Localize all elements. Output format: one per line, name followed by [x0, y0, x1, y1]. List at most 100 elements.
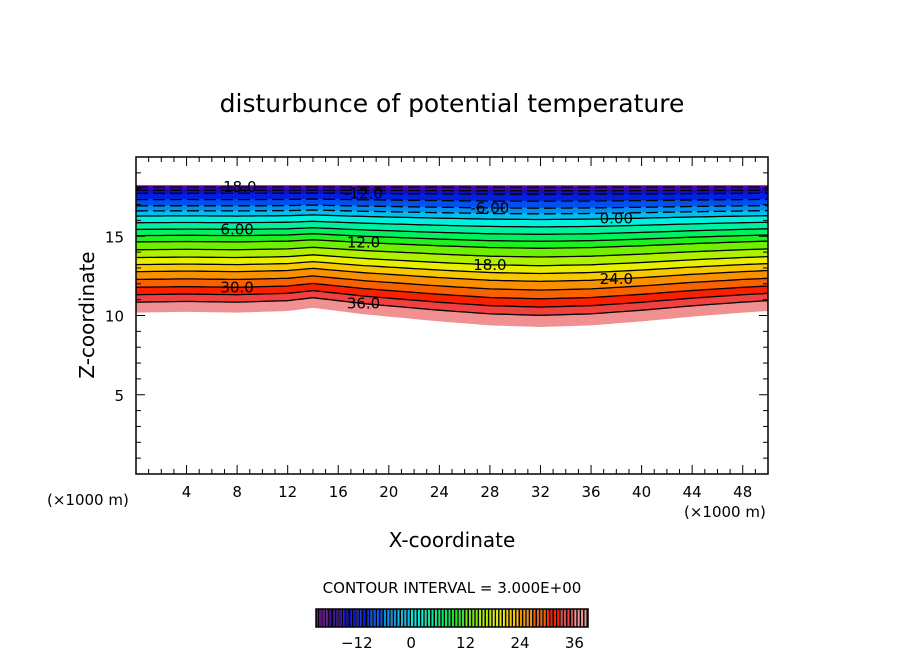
x-tick-label: 44 — [683, 483, 702, 501]
colorbar-swatch — [404, 609, 407, 627]
colorbar-gap — [402, 609, 405, 627]
contour-line — [136, 246, 769, 258]
colorbar-swatch — [319, 609, 322, 627]
colorbar-swatch — [492, 609, 495, 627]
colorbar-swatch — [540, 609, 543, 627]
colorbar-gap — [583, 609, 585, 627]
colorbar-gap — [538, 609, 541, 627]
x-unit-left: (×1000 m) — [47, 491, 129, 509]
contour-line — [135, 282, 769, 300]
colorbar-gap — [396, 609, 398, 627]
colorbar-gap — [579, 609, 582, 627]
colorbar-gap — [351, 609, 354, 627]
colorbar-gap — [532, 609, 534, 627]
colorbar-gap — [566, 609, 568, 627]
colorbar-gap — [508, 609, 510, 627]
colorbar-gap — [521, 609, 524, 627]
colorbar-swatch — [486, 609, 488, 627]
contour-line — [136, 275, 769, 291]
colorbar-swatch — [387, 609, 390, 627]
colorbar-gap — [447, 609, 449, 627]
colorbar-gap — [433, 609, 435, 627]
colorbar-gap — [372, 609, 374, 627]
colorbar-swatch — [363, 609, 366, 627]
contour-labels: -18.0 -12.0 -6.00 0.00 6.00 12.0 18.0 24.0 30.0 3… — [218, 178, 633, 313]
colorbar-swatch — [455, 609, 458, 627]
colorbar-gap — [491, 609, 493, 627]
colorbar-swatch — [554, 609, 556, 627]
contour-line — [136, 204, 769, 209]
colorbar-swatch — [370, 609, 373, 627]
colorbar-swatch — [475, 609, 478, 627]
colorbar-swatch — [418, 609, 420, 627]
colorbar-gap — [338, 609, 340, 627]
colorbar-gap — [535, 609, 537, 627]
colorbar-swatch — [336, 609, 339, 627]
colorbar-swatch — [326, 609, 329, 627]
x-tick-label: 40 — [632, 483, 651, 501]
colorbar-swatch — [377, 609, 380, 627]
colorbar: −12 0 12 24 36 — [315, 608, 589, 652]
colorbar-gap — [362, 609, 364, 627]
colorbar-gap — [460, 609, 463, 627]
contour-label: -18.0 — [218, 178, 257, 196]
colorbar-gap — [559, 609, 561, 627]
colorbar-gap — [345, 609, 347, 627]
colorbar-gap — [450, 609, 452, 627]
colorbar-swatch — [574, 609, 577, 627]
colorbar-gap — [525, 609, 527, 627]
colorbar-gap — [341, 609, 344, 627]
colorbar-swatch — [533, 609, 536, 627]
colorbar-swatch — [322, 609, 325, 627]
contour-label: 0.00 — [600, 210, 633, 228]
colorbar-swatch — [407, 609, 410, 627]
contour-label: 18.0 — [473, 256, 506, 274]
colorbar-gap — [542, 609, 544, 627]
colorbar-gap — [498, 609, 500, 627]
colorbar-swatch — [339, 609, 342, 627]
x-tick-label: 12 — [278, 483, 297, 501]
contour-line — [136, 192, 768, 195]
colorbar-gap — [379, 609, 381, 627]
colorbar-gap — [457, 609, 459, 627]
colorbar-gap — [487, 609, 490, 627]
x-tick-label: 16 — [329, 483, 348, 501]
colorbar-tick-label: −12 — [341, 634, 373, 652]
colorbar-gap — [324, 609, 327, 627]
colorbar-gap — [453, 609, 456, 627]
colorbar-swatch — [350, 609, 352, 627]
colorbar-gap — [484, 609, 486, 627]
contour-line — [136, 189, 768, 192]
colorbar-gap — [389, 609, 391, 627]
colorbar-swatch — [577, 609, 580, 627]
colorbar-gap — [355, 609, 357, 627]
chart-title: disturbunce of potential temperature — [220, 89, 685, 118]
colorbar-swatch — [506, 609, 509, 627]
x-tick-label: 32 — [531, 483, 550, 501]
colorbar-gap — [555, 609, 558, 627]
colorbar-swatch — [353, 609, 356, 627]
colorbar-swatch — [390, 609, 393, 627]
colorbar-swatch — [367, 609, 369, 627]
colorbar-gap — [552, 609, 554, 627]
contour-line — [135, 289, 769, 308]
colorbar-gap — [430, 609, 432, 627]
colorbar-gap — [515, 609, 517, 627]
x-tick-label: 28 — [480, 483, 499, 501]
colorbar-gap — [426, 609, 429, 627]
colorbar-swatch — [543, 609, 546, 627]
colorbar-swatch — [523, 609, 526, 627]
colorbar-swatch — [557, 609, 560, 627]
contour-label: 24.0 — [600, 270, 633, 288]
colorbar-swatch — [445, 609, 448, 627]
colorbar-swatch — [526, 609, 529, 627]
colorbar-gap — [334, 609, 337, 627]
colorbar-gap — [348, 609, 350, 627]
colorbar-gap — [406, 609, 408, 627]
colorbar-swatch — [428, 609, 431, 627]
colorbar-swatch — [421, 609, 424, 627]
colorbar-gap — [470, 609, 473, 627]
colorbar-swatch — [509, 609, 512, 627]
colorbar-gap — [409, 609, 412, 627]
